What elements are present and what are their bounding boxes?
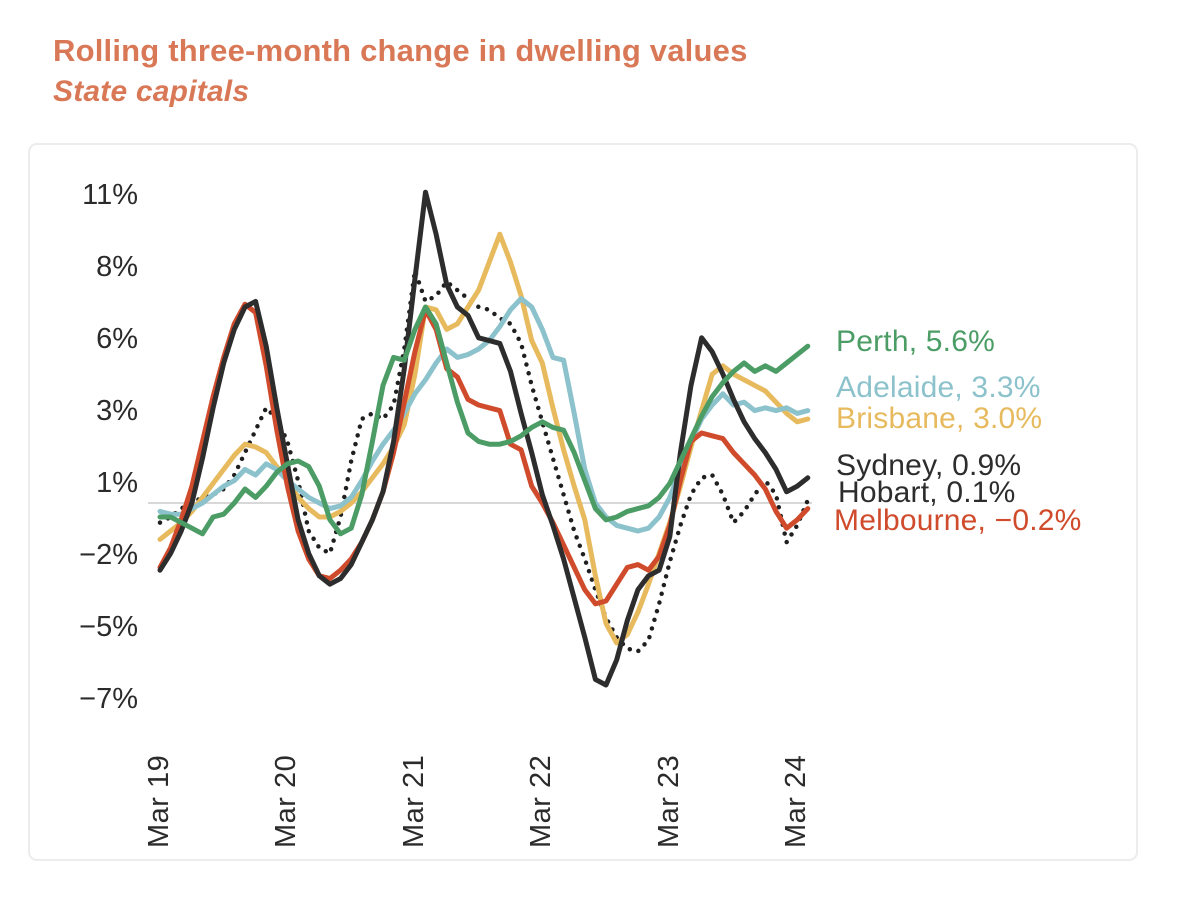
legend-perth: Perth, 5.6% (836, 325, 995, 358)
x-tick-label: Mar 19 (143, 754, 175, 848)
x-tick-label: Mar 20 (270, 754, 302, 848)
x-tick-label: Mar 24 (780, 754, 812, 848)
y-tick-label: 6% (96, 323, 138, 355)
y-tick-label: −2% (79, 539, 138, 571)
series-line-perth (157, 304, 811, 537)
x-tick-label: Mar 22 (525, 754, 557, 848)
legend-adelaide: Adelaide, 3.3% (836, 371, 1041, 404)
x-tick-label: Mar 23 (653, 754, 685, 848)
series-line-melbourne (157, 301, 811, 607)
legend-sydney: Sydney, 0.9% (836, 449, 1022, 482)
y-tick-label: −7% (79, 683, 138, 715)
y-tick-label: 1% (96, 467, 138, 499)
y-tick-label: 11% (82, 179, 138, 211)
y-tick-label: −5% (79, 611, 138, 643)
y-tick-label: 3% (96, 395, 138, 427)
page-title: Rolling three-month change in dwelling v… (53, 33, 748, 68)
series-line-brisbane (157, 231, 811, 646)
y-tick-label: 8% (96, 251, 138, 283)
legend-brisbane: Brisbane, 3.0% (836, 402, 1043, 435)
legend-melbourne: Melbourne, −0.2% (834, 504, 1082, 537)
page-subtitle: State capitals (53, 75, 250, 108)
series-line-sydney (157, 189, 811, 688)
legend-hobart: Hobart, 0.1% (838, 476, 1016, 509)
x-tick-label: Mar 21 (398, 754, 430, 848)
